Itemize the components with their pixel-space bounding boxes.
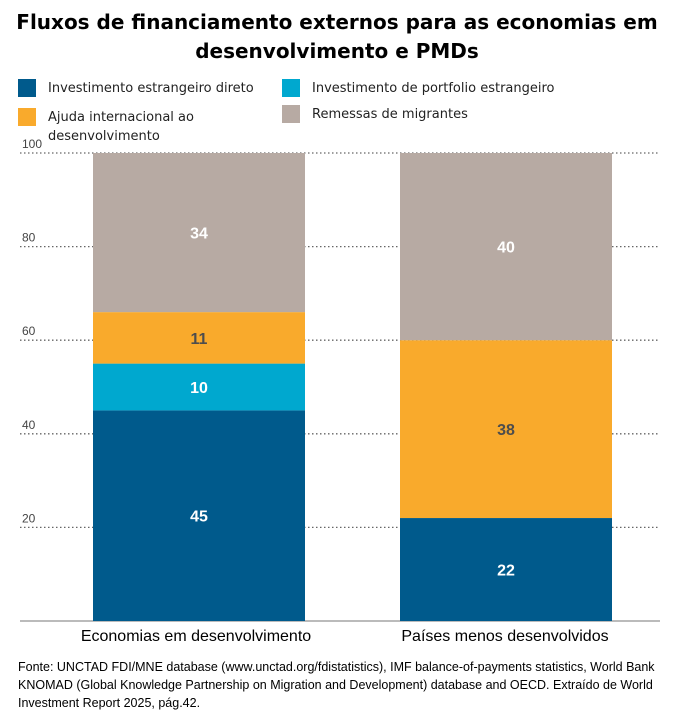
- legend-label-fdi: Investimento estrangeiro direto: [48, 81, 254, 96]
- chart-title-line-1: Fluxos de financiamento externos para as…: [16, 10, 658, 34]
- legend-item-portfolio: Investimento de portfolio estrangeiro: [282, 79, 555, 98]
- legend-swatch-portfolio: [282, 79, 300, 97]
- legend-swatch-remittances: [282, 105, 300, 123]
- data-label-1-0: 22: [497, 563, 515, 580]
- y-tick-80: 80: [22, 231, 36, 245]
- legend-item-fdi: Investimento estrangeiro direto: [18, 79, 254, 98]
- bar-segment-1-3: [400, 153, 612, 341]
- y-tick-20: 20: [22, 511, 36, 525]
- chart-title-line-2: desenvolvimento e PMDs: [195, 39, 479, 63]
- data-label-1-3: 40: [497, 240, 515, 257]
- data-label-0-1: 10: [190, 380, 208, 397]
- legend-swatch-fdi: [18, 79, 36, 97]
- y-tick-100: 100: [22, 137, 42, 151]
- x-label-developing: Economias em desenvolvimento: [80, 628, 312, 645]
- legend-label-remittances: Remessas de migrantes: [312, 107, 468, 122]
- x-label-ldcs: Países menos desenvolvidos: [401, 628, 609, 645]
- source-note: Fonte: UNCTAD FDI/MNE database (www.unct…: [18, 660, 655, 710]
- chart-title: Fluxos de financiamento externos para as…: [0, 8, 674, 66]
- bar-segment-1-0: [400, 518, 612, 621]
- y-tick-60: 60: [22, 324, 36, 338]
- legend-item-remittances: Remessas de migrantes: [282, 105, 468, 124]
- data-label-0-2: 11: [191, 331, 208, 348]
- bar-segment-0-0: [93, 410, 305, 621]
- bar-segment-0-3: [93, 153, 305, 313]
- legend-item-aid: Ajuda internacional ao desenvolvimento: [18, 108, 218, 146]
- legend-label-aid: Ajuda internacional ao desenvolvimento: [48, 110, 194, 144]
- bar-segment-0-2: [93, 312, 305, 364]
- data-label-1-2: 38: [497, 422, 515, 439]
- bar-segment-0-1: [93, 363, 305, 411]
- y-tick-40: 40: [22, 418, 36, 432]
- legend-swatch-aid: [18, 108, 36, 126]
- legend-label-portfolio: Investimento de portfolio estrangeiro: [312, 81, 555, 96]
- data-label-0-0: 45: [190, 509, 208, 526]
- bar-segment-1-2: [400, 340, 612, 519]
- data-label-0-3: 34: [190, 226, 208, 243]
